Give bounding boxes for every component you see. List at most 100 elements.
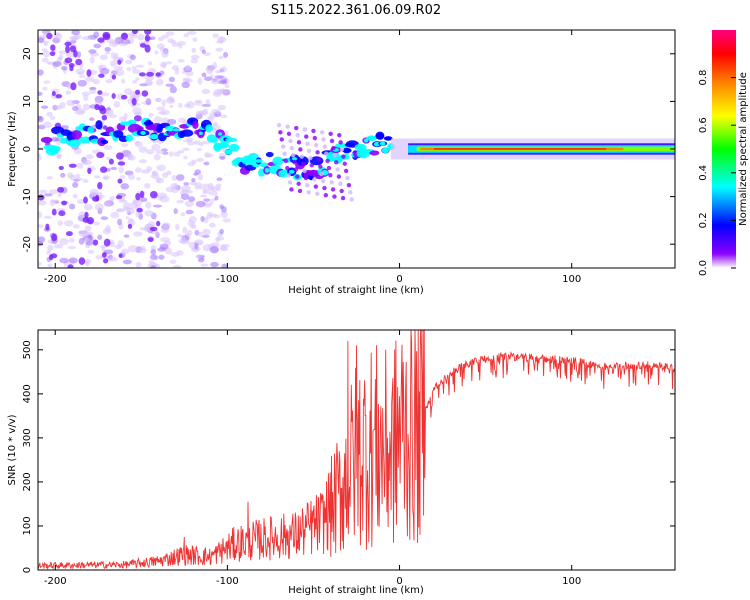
spectrogram-blob: [47, 263, 53, 268]
y-tick-label: 0: [22, 567, 33, 573]
spectrogram-y-ticks: -20 -10 0 10 20: [22, 47, 675, 252]
spectrogram-blob: [186, 229, 193, 236]
spectrogram-blob: [154, 50, 159, 55]
spectrogram-blob: [44, 193, 53, 197]
spectrogram-blob: [120, 183, 130, 190]
spectrogram-blob: [117, 59, 122, 65]
spectrogram-blob: [158, 111, 167, 115]
spectrogram-blob: [72, 106, 79, 112]
spectrogram-blob: [89, 117, 95, 121]
spectrogram-blob: [82, 103, 91, 111]
spectrogram-blob: [287, 180, 293, 185]
spectrogram-blob: [285, 165, 290, 171]
spectrogram-blob: [279, 137, 284, 142]
spectrogram-blob: [138, 247, 147, 254]
spectrogram-blob: [209, 201, 214, 206]
spectrogram-blob: [148, 112, 154, 117]
x-tick-label: -100: [216, 274, 239, 285]
spectrogram-blob: [167, 118, 177, 125]
spectrogram-blob: [283, 158, 289, 164]
spectrogram-blob: [200, 215, 205, 223]
colorbar-tick-label: 0.4: [698, 165, 709, 181]
spectrogram-blob: [358, 145, 363, 150]
y-tick-label: 0: [22, 146, 33, 152]
spectrogram-blob: [160, 195, 170, 203]
spectrogram-blob: [101, 114, 108, 121]
spectrogram-blob: [381, 147, 389, 154]
spectrogram-blob: [329, 138, 335, 144]
spectrogram-blob: [49, 115, 56, 120]
spectrogram-blob: [46, 32, 53, 40]
spectrogram-blob: [314, 142, 319, 148]
spectrogram-blob: [121, 248, 130, 255]
snr-panel: -200 -100 0 100 0 100 200 300 400 500 Height of …: [7, 329, 676, 596]
spectrogram-blob: [173, 208, 178, 215]
spectrogram-blob: [76, 177, 83, 181]
spectrogram-blob: [135, 77, 140, 81]
spectrogram-blob: [117, 161, 126, 166]
spectrogram-blob: [81, 36, 92, 41]
spectrogram-blob: [194, 186, 204, 190]
spectrogram-blob: [50, 253, 58, 259]
spectrogram-blob: [176, 199, 184, 204]
spectrogram-blob: [83, 94, 89, 102]
spectrogram-blob: [288, 138, 293, 144]
spectrogram-blob: [144, 44, 151, 53]
spectrogram-blob: [202, 187, 207, 195]
spectrogram-blob: [289, 187, 294, 192]
spectrogram-blob: [76, 162, 84, 169]
spectrogram-blob: [188, 196, 196, 202]
spectrogram-blob: [73, 224, 80, 229]
spectrogram-blob: [143, 182, 151, 189]
spectrogram-blob: [208, 191, 218, 196]
spectrogram-blob: [156, 106, 166, 111]
spectrogram-blob: [186, 137, 194, 142]
spectrogram-blob: [111, 74, 117, 80]
spectrogram-blob: [65, 45, 70, 54]
spectrogram-blob: [89, 86, 97, 90]
spectrogram-blob: [101, 252, 107, 258]
spectrogram-blob: [282, 151, 287, 156]
spectrogram-blob: [38, 261, 42, 267]
spectrogram-blob: [100, 216, 109, 221]
x-tick-label: -100: [216, 576, 239, 587]
spectrogram-blob: [216, 89, 227, 94]
spectrogram-blob: [159, 243, 169, 250]
spectrogram-blob: [218, 55, 224, 60]
spectrogram-blob: [286, 131, 292, 136]
spectrogram-blob: [216, 185, 222, 192]
spectrogram-blob: [38, 236, 46, 243]
spectrogram-blob: [127, 119, 137, 125]
spectrogram-blob: [150, 249, 157, 256]
spectrogram-blob: [79, 74, 86, 79]
spectrogram-blob: [158, 254, 165, 260]
spectrogram-blob: [103, 249, 114, 255]
spectrogram-blob: [109, 60, 118, 67]
spectrogram-blob: [89, 188, 99, 196]
spectrogram-blob: [316, 157, 322, 162]
spectrogram-blob: [43, 121, 52, 129]
spectrogram-blob: [71, 30, 80, 36]
spectrogram-blob: [292, 160, 297, 165]
spectrogram-blob: [135, 167, 142, 173]
spectrogram-blob: [224, 149, 233, 155]
spectrogram-blob: [127, 123, 142, 134]
spectrogram-blob: [49, 51, 56, 57]
spectrogram-blob: [185, 79, 193, 83]
spectrogram-blob: [86, 153, 94, 160]
spectrogram-blob: [38, 69, 44, 76]
spectrogram-blob: [88, 49, 97, 54]
spectrogram-blob: [141, 90, 149, 97]
spectrogram-blob: [83, 258, 92, 264]
spectrogram-blob: [219, 204, 224, 210]
spectrogram-blob: [97, 191, 103, 198]
spectrogram-blob: [161, 34, 170, 39]
spectrogram-blob: [128, 217, 134, 224]
spectrogram-blob: [195, 254, 203, 260]
spectrogram-blob: [191, 159, 197, 164]
spectrogram-x-label: Height of straight line (km): [288, 285, 424, 296]
spectrogram-blob: [56, 140, 62, 146]
spectrogram-blob: [180, 129, 194, 137]
spectrogram-blob: [79, 136, 92, 144]
